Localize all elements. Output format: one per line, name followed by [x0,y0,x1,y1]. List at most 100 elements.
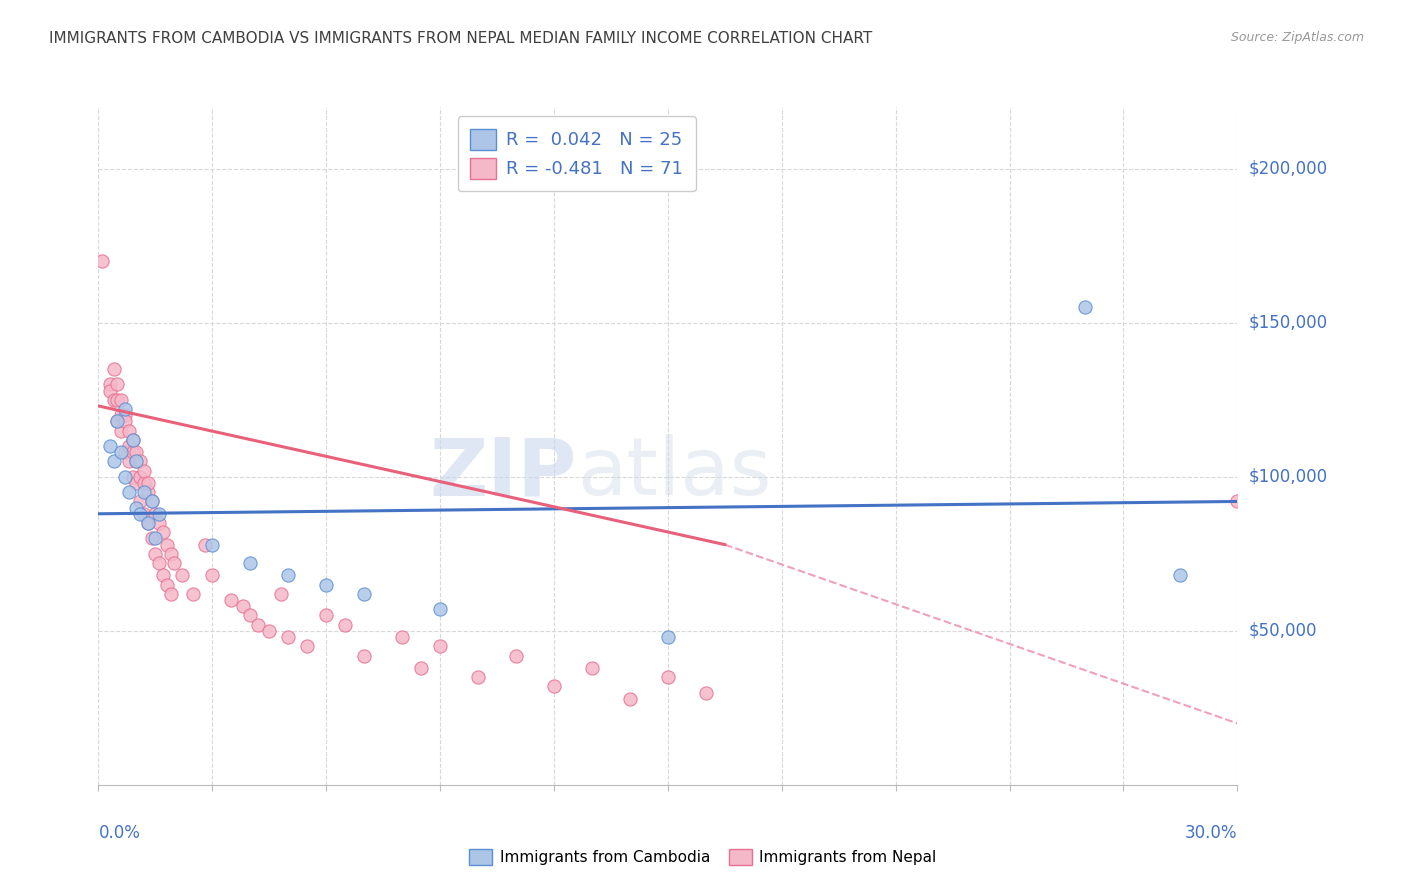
Point [277,630,299,644]
Point [315,577,337,591]
Point [110,445,132,459]
Point [125,500,148,515]
Point [695,685,717,699]
Text: $100,000: $100,000 [1249,467,1327,486]
Text: 30.0%: 30.0% [1185,824,1237,842]
Point [110,392,132,407]
Point [132,485,155,500]
Point [121,433,143,447]
Point [619,691,641,706]
Point [194,538,217,552]
Point [239,608,262,623]
Text: $150,000: $150,000 [1249,314,1327,332]
Point [118,485,141,500]
Point [335,617,357,632]
Point [141,494,163,508]
Point [121,470,143,484]
Point [141,532,163,546]
Text: Source: ZipAtlas.com: Source: ZipAtlas.com [1230,31,1364,45]
Point [163,556,186,570]
Point [467,670,489,684]
Point [107,414,129,428]
Point [259,624,281,638]
Text: 0.0%: 0.0% [98,824,141,842]
Point [201,538,224,552]
Point [159,587,181,601]
Point [141,494,163,508]
Point [114,402,136,417]
Point [145,547,167,561]
Point [156,538,179,552]
Point [132,475,155,490]
Text: ZIP: ZIP [429,434,576,512]
Point [125,454,148,468]
Point [136,485,159,500]
Legend: Immigrants from Cambodia, Immigrants from Nepal: Immigrants from Cambodia, Immigrants fro… [464,843,942,871]
Point [129,494,152,508]
Point [1226,494,1249,508]
Point [129,507,152,521]
Point [125,454,148,468]
Point [125,475,148,490]
Point [91,254,114,268]
Point [232,599,254,614]
Point [152,525,174,540]
Point [114,470,136,484]
Point [98,439,121,453]
Point [201,568,224,582]
Point [145,532,167,546]
Point [107,392,129,407]
Text: $200,000: $200,000 [1249,160,1327,178]
Point [221,593,243,607]
Point [121,445,143,459]
Text: $50,000: $50,000 [1249,622,1317,640]
Point [391,630,413,644]
Point [246,617,269,632]
Point [114,414,136,428]
Point [411,661,433,675]
Point [103,362,125,376]
Point [152,568,174,582]
Point [1170,568,1192,582]
Point [125,445,148,459]
Point [148,516,170,530]
Point [103,454,125,468]
Point [353,587,375,601]
Point [145,507,167,521]
Point [148,507,170,521]
Legend: R =  0.042   N = 25, R = -0.481   N = 71: R = 0.042 N = 25, R = -0.481 N = 71 [457,116,696,191]
Point [156,577,179,591]
Text: atlas: atlas [576,434,770,512]
Point [315,608,337,623]
Point [103,392,125,407]
Point [98,377,121,392]
Point [136,516,159,530]
Point [239,556,262,570]
Point [353,648,375,663]
Point [136,475,159,490]
Point [170,568,193,582]
Point [270,587,292,601]
Point [132,464,155,478]
Point [543,679,565,693]
Point [121,433,143,447]
Point [107,414,129,428]
Point [110,408,132,422]
Point [657,630,679,644]
Point [114,408,136,422]
Point [183,587,205,601]
Point [132,507,155,521]
Point [114,445,136,459]
Point [148,556,170,570]
Point [118,454,141,468]
Point [129,470,152,484]
Point [277,568,299,582]
Point [429,640,451,654]
Point [136,516,159,530]
Point [159,547,181,561]
Text: IMMIGRANTS FROM CAMBODIA VS IMMIGRANTS FROM NEPAL MEDIAN FAMILY INCOME CORRELATI: IMMIGRANTS FROM CAMBODIA VS IMMIGRANTS F… [49,31,873,46]
Point [110,424,132,438]
Point [118,424,141,438]
Point [98,384,121,398]
Point [1074,301,1097,315]
